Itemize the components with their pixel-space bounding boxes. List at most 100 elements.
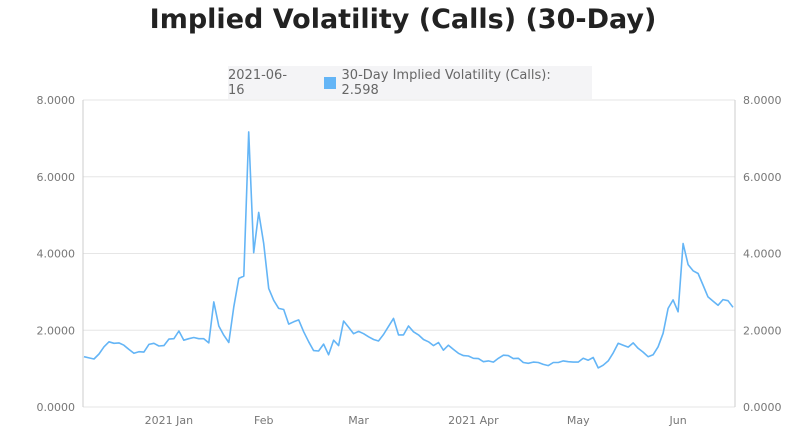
data-point — [221, 333, 226, 338]
data-point — [236, 276, 241, 281]
data-point — [191, 335, 196, 340]
data-point — [466, 353, 471, 358]
data-point — [136, 349, 141, 354]
data-point — [82, 354, 87, 359]
data-point — [646, 354, 651, 359]
data-point — [146, 342, 151, 347]
series-line — [83, 131, 734, 369]
data-point — [301, 329, 306, 334]
x-tick-label: May — [567, 414, 590, 427]
x-tick-label: 2021 Apr — [448, 414, 499, 427]
data-point — [651, 352, 656, 357]
data-point — [121, 343, 126, 348]
data-point — [361, 331, 366, 336]
data-point — [496, 356, 501, 361]
data-point — [676, 309, 681, 314]
data-point — [286, 322, 291, 327]
data-point — [446, 343, 451, 348]
data-point — [471, 356, 476, 361]
data-point — [716, 303, 721, 308]
data-point — [306, 339, 311, 344]
data-point — [636, 346, 641, 351]
tooltip-value: 30-Day Implied Volatility (Calls): 2.598 — [341, 67, 551, 98]
data-point — [96, 352, 101, 357]
data-point — [106, 339, 111, 344]
data-point — [196, 336, 201, 341]
data-point — [186, 336, 191, 341]
data-point — [126, 347, 131, 352]
data-point — [616, 341, 621, 346]
data-point — [421, 337, 426, 342]
data-point — [531, 360, 536, 365]
data-point — [131, 351, 136, 356]
data-point — [161, 343, 166, 348]
data-point — [501, 353, 506, 358]
data-point — [431, 343, 436, 348]
data-point — [141, 350, 146, 355]
data-point — [721, 297, 726, 302]
series-swatch-icon — [323, 76, 336, 89]
data-point — [201, 336, 206, 341]
y-tick-label-right: 4.0000 — [743, 248, 782, 261]
y-tick-label-right: 2.0000 — [743, 324, 782, 337]
data-point — [606, 358, 611, 363]
data-point — [271, 298, 276, 303]
x-tick-label: 2021 Jan — [145, 414, 193, 427]
data-point — [511, 356, 516, 361]
y-tick-label-left: 4.0000 — [37, 248, 76, 261]
data-point — [246, 129, 251, 134]
data-point — [211, 299, 216, 304]
data-point — [656, 344, 661, 349]
data-point — [381, 332, 386, 337]
data-point — [376, 338, 381, 343]
data-point — [176, 329, 181, 334]
data-point — [726, 298, 731, 303]
data-point — [406, 324, 411, 329]
data-point — [576, 360, 581, 365]
data-point — [596, 365, 601, 370]
data-point — [276, 306, 281, 311]
data-point — [331, 338, 336, 343]
data-point — [476, 356, 481, 361]
data-point — [156, 343, 161, 348]
data-point — [291, 319, 296, 324]
data-point — [536, 360, 541, 365]
data-point — [666, 306, 671, 311]
data-point — [231, 304, 236, 309]
data-point — [506, 353, 511, 358]
y-tick-label-left: 2.0000 — [37, 324, 76, 337]
data-point — [411, 329, 416, 334]
data-point — [586, 358, 591, 363]
data-point — [316, 348, 321, 353]
data-point — [91, 357, 96, 362]
tooltip-date: 2021-06-16 — [228, 67, 288, 98]
data-point — [526, 361, 531, 366]
data-point — [206, 340, 211, 345]
y-tick-label-right: 0.0000 — [743, 401, 782, 414]
data-point — [731, 305, 736, 310]
data-point — [116, 340, 121, 345]
data-point — [681, 241, 686, 246]
data-point — [691, 268, 696, 273]
data-point — [591, 355, 596, 360]
data-point — [541, 362, 546, 367]
data-point — [551, 360, 556, 365]
y-tick-label-left: 6.0000 — [37, 171, 76, 184]
data-point — [166, 337, 171, 342]
data-point — [426, 339, 431, 344]
data-point — [461, 353, 466, 358]
data-point — [326, 352, 331, 357]
data-point — [711, 299, 716, 304]
data-point — [241, 274, 246, 279]
data-point — [686, 262, 691, 267]
data-point — [436, 340, 441, 345]
data-point — [386, 324, 391, 329]
tooltip: 2021-06-16 30-Day Implied Volatility (Ca… — [228, 66, 592, 99]
data-point — [216, 324, 221, 329]
data-point — [546, 363, 551, 368]
data-point — [321, 342, 326, 347]
data-point — [661, 331, 666, 336]
data-point — [621, 343, 626, 348]
data-point — [451, 347, 456, 352]
